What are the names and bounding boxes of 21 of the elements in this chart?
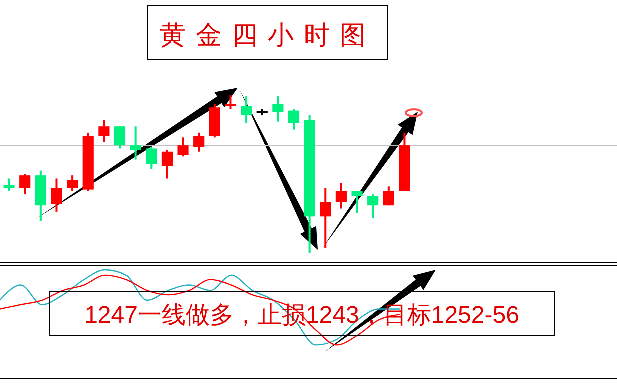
chart-title: 黄金四小时图 (160, 21, 376, 51)
candlestick (162, 149, 173, 180)
candlestick (98, 119, 110, 144)
candlestick (288, 108, 300, 131)
candlestick (178, 136, 189, 158)
candlestick (67, 174, 78, 192)
candlestick (146, 146, 158, 170)
candlestick (336, 182, 347, 210)
candlestick (383, 186, 394, 207)
candlestick (368, 194, 379, 220)
candlestick (225, 94, 236, 110)
candlestick (320, 187, 332, 250)
candlestick (114, 126, 126, 150)
candlestick (20, 173, 31, 196)
candlestick (194, 132, 205, 153)
candlestick (4, 178, 15, 192)
candlestick (130, 126, 142, 161)
candlestick (272, 96, 284, 123)
candlestick (241, 96, 252, 124)
candlestick (352, 190, 363, 214)
candlestick (51, 178, 62, 213)
